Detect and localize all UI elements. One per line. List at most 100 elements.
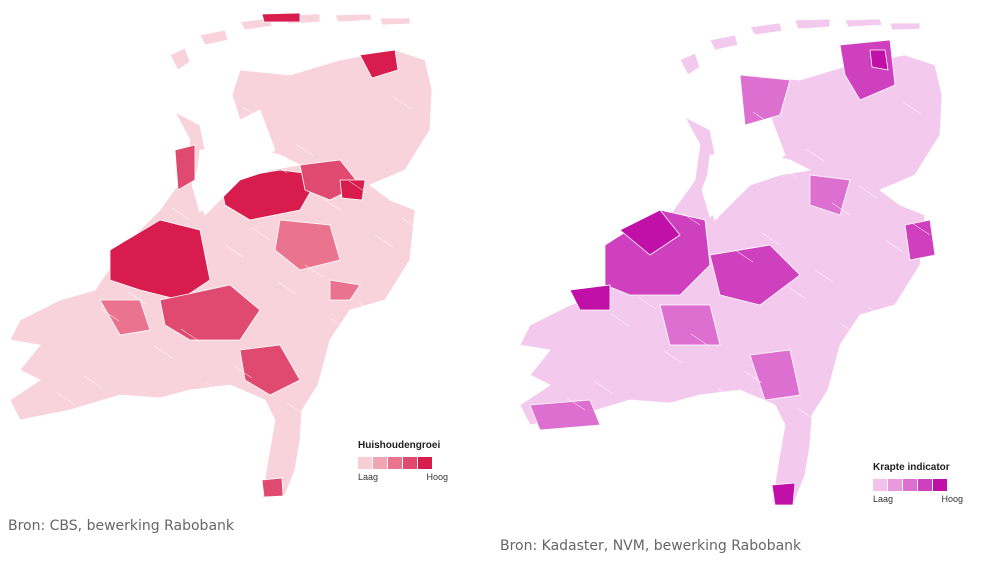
municipality-border xyxy=(180,328,200,342)
municipality-border xyxy=(893,360,913,374)
legend-high-label: Hoog xyxy=(426,472,448,482)
legend-swatch xyxy=(918,479,932,491)
legend-swatch xyxy=(903,479,917,491)
municipality-border xyxy=(198,190,218,204)
municipality-border xyxy=(357,301,377,315)
municipality-border xyxy=(602,121,622,135)
municipality-region xyxy=(709,244,801,306)
legend-swatch xyxy=(888,479,902,491)
municipality-border xyxy=(162,86,182,100)
municipality-border xyxy=(549,84,569,98)
ijsselmeer-lake xyxy=(704,154,812,221)
wadden-island xyxy=(749,22,783,36)
municipality-border xyxy=(593,380,613,394)
legend-swatch xyxy=(418,457,432,469)
municipality-border xyxy=(118,170,138,184)
municipality-border xyxy=(224,244,244,258)
municipality-region xyxy=(749,349,801,401)
wadden-island xyxy=(844,18,883,28)
legend-swatches xyxy=(358,457,448,469)
municipality-region xyxy=(809,174,851,216)
municipality-border xyxy=(109,429,129,443)
municipality-region xyxy=(109,219,211,301)
municipality-border xyxy=(136,412,156,426)
municipality-region xyxy=(329,279,361,301)
municipality-border xyxy=(858,185,878,199)
municipality-region xyxy=(274,219,341,271)
legend-swatch xyxy=(388,457,402,469)
municipality-border xyxy=(557,276,577,290)
municipality-border xyxy=(189,449,209,463)
municipality-border xyxy=(171,207,191,221)
legend-scarcity-indicator: Krapte indicator Laag Hoog xyxy=(873,462,963,504)
municipality-region xyxy=(339,179,366,201)
municipality-border xyxy=(840,323,860,337)
legend-title: Krapte indicator xyxy=(873,462,950,473)
municipality-border xyxy=(734,249,754,263)
wadden-island xyxy=(794,18,831,30)
municipality-region xyxy=(869,49,889,71)
municipality-border xyxy=(127,291,147,305)
legend-swatch xyxy=(358,457,372,469)
municipality-border xyxy=(321,197,341,211)
municipality-border xyxy=(805,148,825,162)
municipality-border xyxy=(672,91,692,105)
municipality-border xyxy=(884,239,904,253)
municipality-border xyxy=(831,202,851,216)
municipality-border xyxy=(392,96,412,110)
source-note-left: Bron: CBS, bewerking Rabobank xyxy=(8,518,235,534)
municipality-region xyxy=(359,49,399,79)
municipality-border xyxy=(849,444,869,458)
municipality-border xyxy=(242,106,262,120)
municipality-border xyxy=(74,254,94,268)
municipality-border xyxy=(39,79,59,93)
municipality-region xyxy=(659,304,721,346)
municipality-border xyxy=(92,116,112,130)
municipality-border xyxy=(295,143,315,157)
municipality-region xyxy=(619,209,681,256)
municipality-border xyxy=(339,439,359,453)
municipality-border xyxy=(708,195,728,209)
municipality-region xyxy=(174,144,196,191)
municipality-border xyxy=(796,407,816,421)
municipality-region xyxy=(261,12,301,23)
legend-swatches xyxy=(873,479,963,491)
legend-swatch xyxy=(873,479,887,491)
legend-high-label: Hoog xyxy=(941,494,963,504)
legend-low-label: Laag xyxy=(358,472,379,482)
wadden-island xyxy=(169,47,191,71)
wadden-island xyxy=(199,29,229,46)
legend-swatch xyxy=(403,457,417,469)
municipality-border xyxy=(374,234,394,248)
municipality-border xyxy=(348,180,368,194)
municipality-border xyxy=(56,392,76,406)
municipality-border xyxy=(814,269,834,283)
legend-swatch xyxy=(933,479,947,491)
municipality-region xyxy=(239,344,301,396)
municipality-border xyxy=(383,355,403,369)
municipality-border xyxy=(619,434,639,448)
municipality-border xyxy=(690,333,710,347)
municipality-border xyxy=(215,123,235,137)
municipality-border xyxy=(867,306,887,320)
wadden-island xyxy=(709,34,739,51)
municipality-border xyxy=(637,296,657,310)
municipality-border xyxy=(268,160,288,174)
municipality-border xyxy=(410,338,430,352)
municipality-region xyxy=(99,299,151,336)
household-growth-map xyxy=(9,12,433,499)
municipality-border xyxy=(663,350,683,364)
legend-low-label: Laag xyxy=(873,494,894,504)
municipality-region xyxy=(569,284,611,311)
municipality-border xyxy=(752,111,772,125)
municipality-region xyxy=(261,477,284,498)
municipality-region xyxy=(904,219,936,261)
municipality-border xyxy=(902,101,922,115)
municipality-border xyxy=(286,402,306,416)
municipality-border xyxy=(681,212,701,226)
municipality-border xyxy=(206,382,226,396)
scarcity-indicator-map xyxy=(519,18,943,506)
municipality-border xyxy=(655,158,675,172)
municipality-border xyxy=(716,387,736,401)
municipality-border xyxy=(787,286,807,300)
